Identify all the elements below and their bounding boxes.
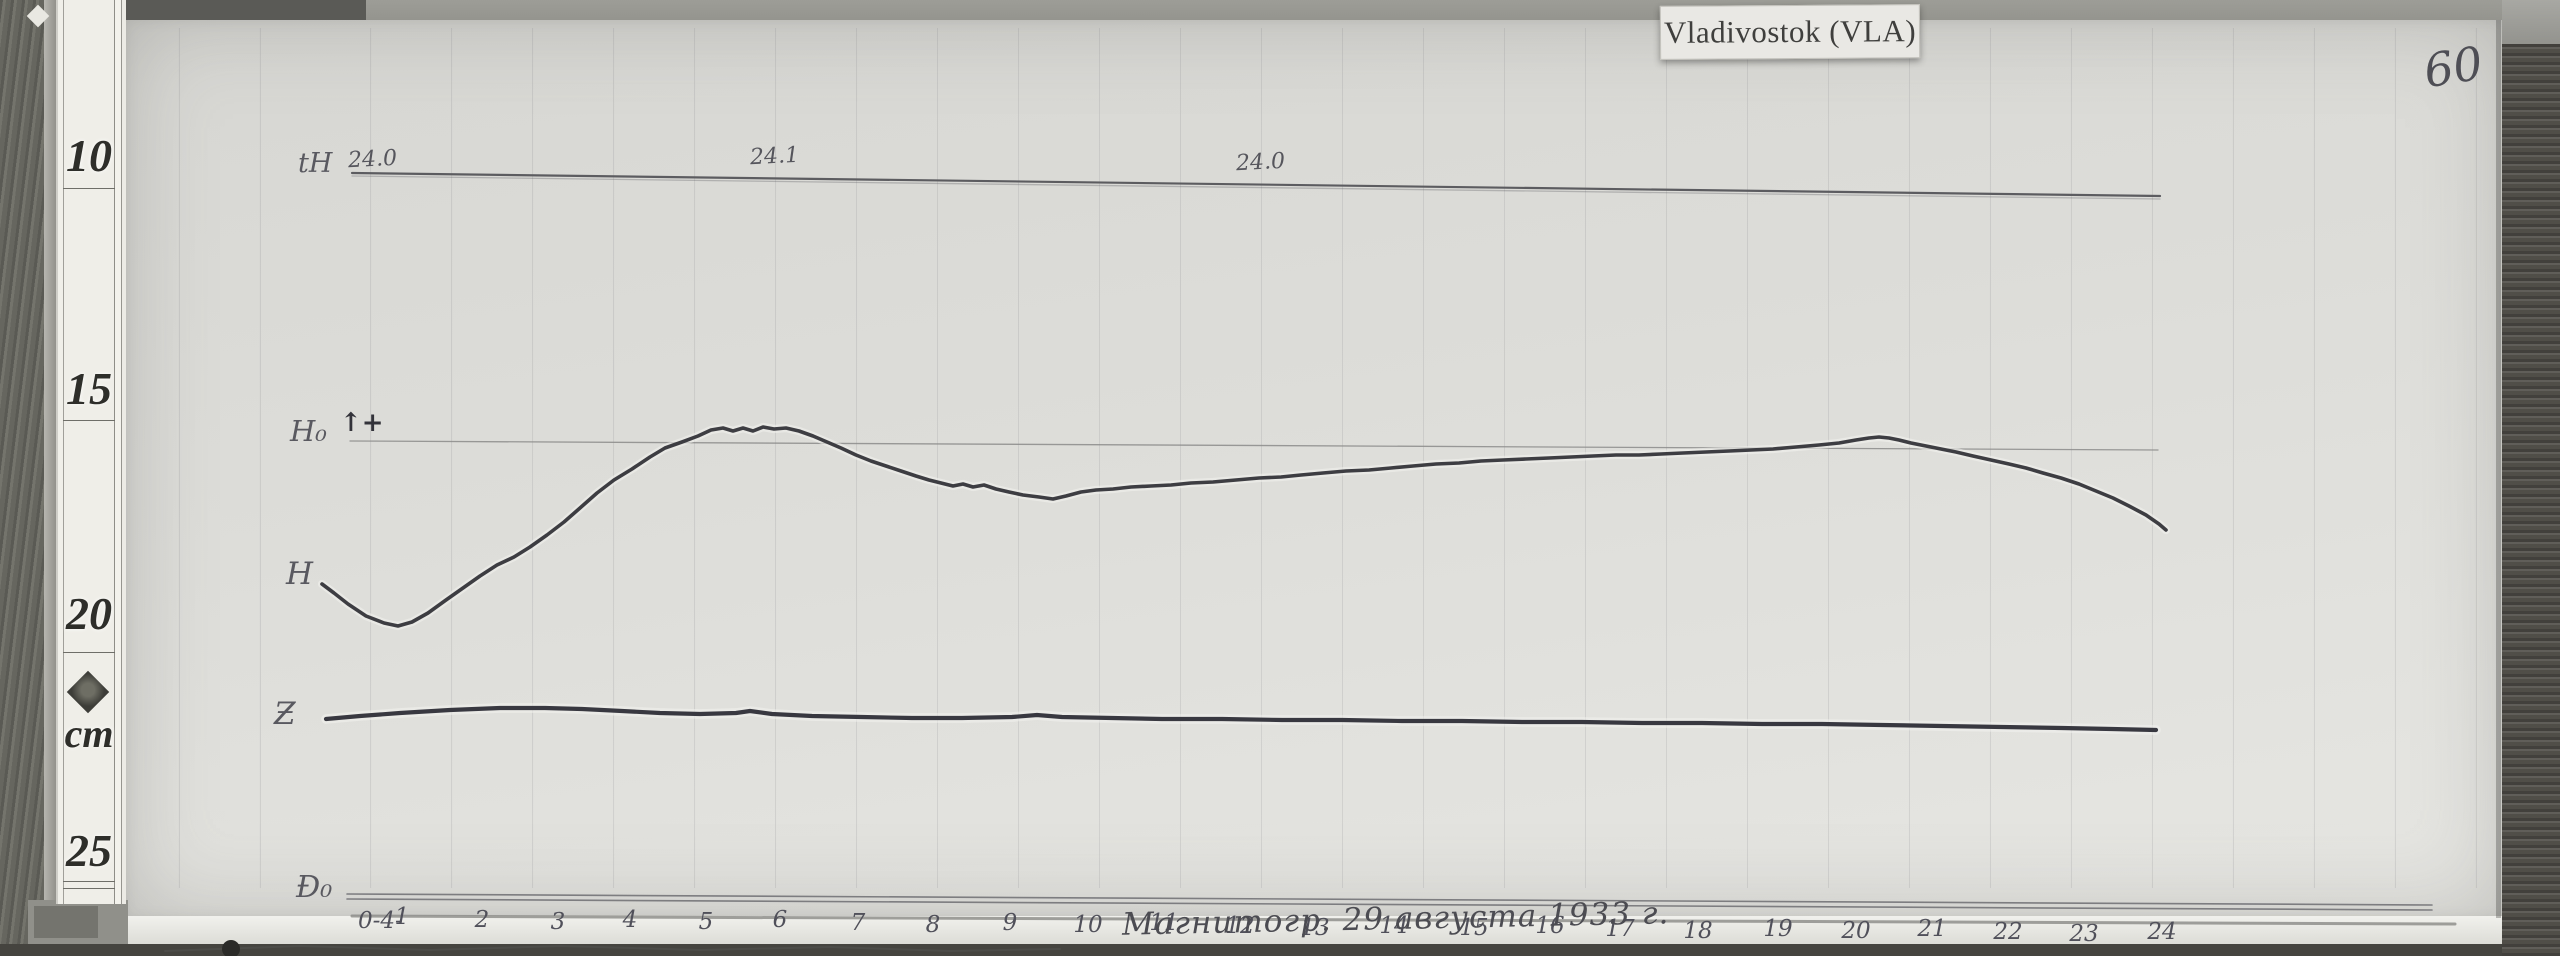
ruler-unit-label: cm — [64, 711, 114, 756]
paper-right-edge-shadow — [2496, 20, 2501, 918]
Z-trace-label: Ƶ — [274, 696, 296, 732]
page-number: 60 — [2420, 35, 2487, 99]
H0-trace-label: H₀ — [290, 414, 327, 448]
ruler-division — [63, 888, 115, 889]
table-wood-edge — [44, 0, 58, 956]
D0-trace-label: Đ₀ — [296, 870, 333, 905]
top-shadow-band — [58, 0, 370, 22]
diamond-icon — [66, 670, 110, 714]
ruler-division — [63, 188, 115, 189]
magnetogram-paper — [126, 20, 2504, 918]
station-label: Vladivostok (VLA) — [1663, 13, 1917, 50]
hour-grid-lines — [126, 28, 2504, 888]
tH-value-annotation: 24.0 — [347, 145, 398, 174]
tH-trace-label: tH — [298, 148, 333, 179]
ruler-mark-10: 10 — [66, 130, 112, 181]
bottom-dark-band — [0, 944, 2560, 956]
top-right-corner — [2502, 0, 2560, 44]
H0-direction-mark: ↑+ — [340, 408, 384, 438]
ruler-mark-25: 25 — [66, 825, 112, 876]
cm-ruler: 10 15 20 25 cm — [56, 0, 126, 904]
ruler-division — [63, 652, 115, 653]
tH-value-annotation: 24.0 — [1235, 148, 1286, 177]
station-label-sticker: Vladivostok (VLA) — [1659, 4, 1921, 60]
ruler-division — [63, 881, 115, 882]
ruler-mark-15: 15 — [66, 363, 112, 414]
H-trace-label: H — [286, 556, 314, 592]
bottom-left-block-dark — [34, 906, 98, 938]
ruler-division — [63, 420, 115, 421]
ruler-mark-20: 20 — [66, 588, 112, 639]
tH-value-annotation: 24.1 — [749, 142, 800, 171]
table-wood-right — [2502, 44, 2560, 956]
